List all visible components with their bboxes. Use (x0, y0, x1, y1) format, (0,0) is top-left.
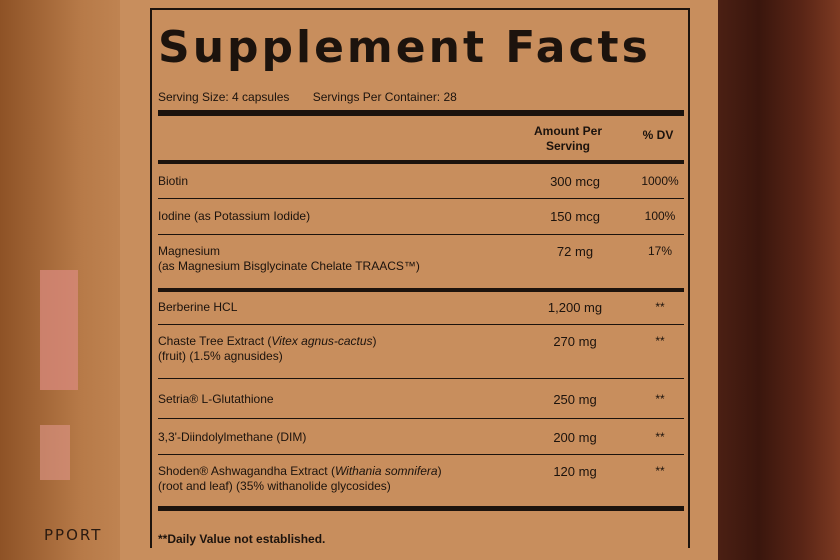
panel-title: Supplement Facts (158, 22, 651, 73)
nutrient-amount: 72 mg (556, 244, 594, 259)
nutrient-name: Setria® L-Glutathione (158, 392, 274, 406)
nutrient-amount: 200 mg (553, 430, 597, 445)
header-amount: Amount Per Serving (533, 124, 602, 153)
nutrient-dv: ** (655, 392, 665, 406)
bottle-right-side (715, 0, 840, 560)
row-divider (158, 324, 684, 325)
nutrient-name-detail: (root and leaf) (35% withanolide glycosi… (158, 479, 391, 493)
nutrient-dv: ** (655, 300, 665, 314)
nutrient-amount: 250 mg (553, 392, 597, 407)
pink-script (40, 425, 70, 480)
nutrient-latin-name: Withania somnifera (334, 464, 438, 478)
header-dv: % DV (642, 128, 674, 142)
nutrient-amount: 1,200 mg (547, 300, 603, 315)
nutrient-latin-name: Vitex agnus-cactus (271, 334, 373, 348)
serving-info: Serving Size: 4 capsules Servings Per Co… (158, 90, 457, 104)
nutrient-name: Iodine (as Potassium Iodide) (158, 209, 311, 223)
nutrient-dv: ** (655, 334, 665, 348)
divider-thick (158, 110, 684, 116)
divider-thick (158, 288, 684, 292)
supplement-facts-panel: Supplement Facts Serving Size: 4 capsule… (150, 8, 690, 548)
nutrient-name: Shoden® Ashwagandha Extract (Withania so… (158, 464, 528, 494)
divider-thick (158, 160, 684, 164)
row-divider (158, 198, 684, 199)
nutrient-dv: 17% (647, 244, 673, 258)
nutrient-name: Berberine HCL (158, 300, 238, 314)
servings-per-container: Servings Per Container: 28 (312, 90, 457, 104)
nutrient-amount: 120 mg (553, 464, 597, 479)
serving-size: Serving Size: 4 capsules (158, 90, 290, 104)
nutrient-name-detail: (fruit) (1.5% agnusides) (158, 349, 283, 363)
nutrient-name: Magnesium (as Magnesium Bisglycinate Che… (158, 244, 528, 274)
row-divider (158, 418, 684, 419)
bottle-side-text: PPORT (44, 526, 103, 544)
divider-thick (158, 506, 684, 511)
nutrient-name-main: Shoden® Ashwagandha Extract ( (158, 464, 335, 478)
pink-graphic (40, 270, 78, 390)
nutrient-name: Chaste Tree Extract (Vitex agnus-cactus)… (158, 334, 528, 364)
nutrient-amount: 270 mg (553, 334, 597, 349)
nutrient-amount: 300 mcg (550, 174, 600, 189)
nutrient-dv: 1000% (641, 174, 679, 188)
nutrient-dv: 100% (644, 209, 676, 223)
nutrient-name-main: Magnesium (158, 244, 221, 258)
nutrient-dv: ** (655, 464, 665, 478)
nutrient-name-detail: (as Magnesium Bisglycinate Chelate TRAAC… (158, 259, 420, 273)
nutrient-name-end: ) (372, 334, 377, 348)
nutrient-amount: 150 mcg (550, 209, 600, 224)
kraft-label (120, 0, 718, 560)
nutrient-name: Biotin (158, 174, 189, 188)
nutrient-name-main: Chaste Tree Extract ( (158, 334, 272, 348)
row-divider (158, 454, 684, 455)
row-divider (158, 234, 684, 235)
footnote: **Daily Value not established. (158, 532, 326, 546)
row-divider (158, 378, 684, 379)
nutrient-name: 3,3'-Diindolylmethane (DIM) (158, 430, 307, 444)
nutrient-dv: ** (655, 430, 665, 444)
nutrient-name-end: ) (437, 464, 442, 478)
